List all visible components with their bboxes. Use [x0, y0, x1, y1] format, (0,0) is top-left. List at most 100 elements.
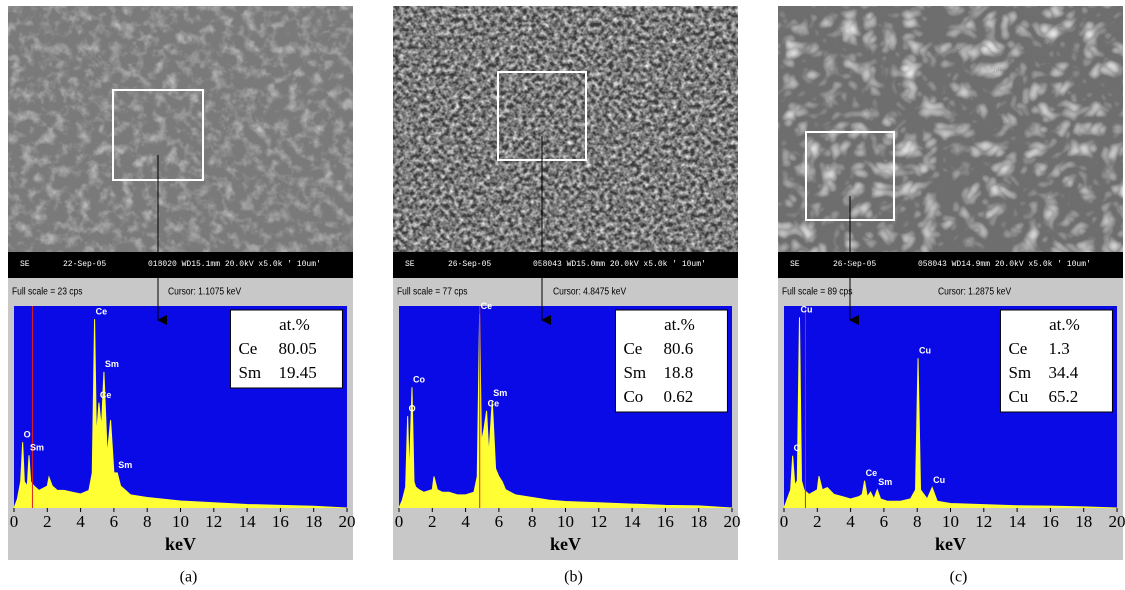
composition-header: at.% [279, 315, 310, 334]
full-scale: Full scale = 89 cps [782, 286, 853, 297]
x-tick-label: 12 [205, 512, 222, 531]
sem-info: 26-Sep-05 [833, 260, 876, 269]
x-tick-label: 0 [780, 512, 789, 531]
composition-value: 18.8 [663, 363, 693, 382]
composition-header: at.% [1049, 315, 1080, 334]
x-tick-label: 2 [428, 512, 437, 531]
composition-value: 1.3 [1048, 339, 1069, 358]
composition-value: 34.4 [1048, 363, 1078, 382]
peak-label: O [794, 443, 801, 453]
x-tick-label: 6 [880, 512, 889, 531]
x-tick-label: 10 [557, 512, 574, 531]
x-tick-label: 8 [528, 512, 537, 531]
info-bar [778, 252, 1123, 278]
caption: (a) [180, 569, 198, 586]
x-tick-label: 18 [305, 512, 322, 531]
x-tick-label: 6 [495, 512, 504, 531]
x-tick-label: 14 [239, 512, 257, 531]
x-tick-label: 6 [110, 512, 119, 531]
composition-value: 80.05 [278, 339, 316, 358]
x-tick-label: 2 [813, 512, 822, 531]
peak-label: Cu [800, 305, 812, 315]
x-tick-label: 14 [1009, 512, 1027, 531]
x-tick-label: 20 [1109, 512, 1125, 531]
composition-element: Ce [623, 339, 642, 358]
full-scale: Full scale = 77 cps [397, 286, 468, 297]
sem-info: 018020 WD15.1mm 20.0kV x5.0k ' 10um' [148, 260, 321, 269]
sem-info: SE [405, 260, 415, 269]
peak-label: Ce [866, 468, 878, 478]
x-tick-label: 8 [913, 512, 922, 531]
x-axis-label: keV [165, 534, 196, 554]
composition-value: 0.62 [663, 387, 693, 406]
x-tick-label: 4 [461, 512, 470, 531]
spectrum [783, 317, 1118, 509]
sem-info: 22-Sep-05 [63, 260, 106, 269]
composition-box [614, 309, 728, 413]
x-tick-label: 18 [690, 512, 707, 531]
caption: (b) [564, 569, 583, 586]
caption: (c) [950, 569, 968, 586]
sem-texture [393, 6, 738, 252]
peak-label: Ce [96, 307, 108, 317]
peak-label: Ce [100, 390, 112, 400]
composition-element: Co [623, 387, 643, 406]
x-tick-label: 10 [942, 512, 959, 531]
peak-label: O [24, 430, 31, 440]
peak-label: Co [413, 375, 425, 385]
info-bar [393, 252, 738, 278]
x-tick-label: 12 [975, 512, 992, 531]
x-tick-label: 20 [339, 512, 356, 531]
peak-label: Ce [488, 398, 500, 408]
sem-info: 058043 WD14.9mm 20.0kV x5.0k ' 10um' [918, 260, 1091, 269]
composition-box [999, 309, 1113, 413]
x-tick-label: 12 [590, 512, 607, 531]
info-bar [8, 252, 353, 278]
x-tick-label: 8 [143, 512, 152, 531]
composition-element: Ce [1008, 339, 1027, 358]
spectrum [13, 319, 348, 509]
x-tick-label: 16 [1042, 512, 1059, 531]
x-axis-label: keV [550, 534, 581, 554]
peak-label: Cu [919, 346, 931, 356]
spectrum [398, 313, 733, 509]
composition-element: Sm [238, 363, 261, 382]
peak-label: Sm [878, 477, 892, 487]
x-tick-label: 16 [272, 512, 289, 531]
sem-info: SE [790, 260, 800, 269]
peak-label: Ce [481, 301, 493, 311]
peak-label: O [409, 404, 416, 414]
full-scale: Full scale = 23 cps [12, 286, 83, 297]
x-tick-label: 0 [10, 512, 19, 531]
peak-label: Cu [933, 475, 945, 485]
peak-label: Sm [105, 359, 119, 369]
x-tick-label: 0 [395, 512, 404, 531]
peak-label: Sm [118, 460, 132, 470]
sem-texture [778, 6, 1123, 252]
sem-info: 26-Sep-05 [448, 260, 491, 269]
cursor-label: Cursor: 4.8475 keV [553, 286, 627, 297]
composition-value: 19.45 [278, 363, 316, 382]
cursor-label: Cursor: 1.2875 keV [938, 286, 1012, 297]
composition-box [229, 309, 343, 389]
peak-label: Sm [30, 443, 44, 453]
composition-value: 80.6 [663, 339, 693, 358]
composition-element: Ce [238, 339, 257, 358]
cursor-label: Cursor: 1.1075 keV [168, 286, 242, 297]
x-tick-label: 18 [1075, 512, 1092, 531]
sem-info: 058043 WD15.0mm 20.0kV x5.0k ' 10um' [533, 260, 706, 269]
x-axis-label: keV [935, 534, 966, 554]
composition-value: 65.2 [1048, 387, 1078, 406]
peak-label: Sm [493, 388, 507, 398]
composition-element: Sm [1008, 363, 1031, 382]
composition-element: Cu [1008, 387, 1028, 406]
x-tick-label: 10 [172, 512, 189, 531]
composition-element: Sm [623, 363, 646, 382]
x-tick-label: 20 [724, 512, 741, 531]
sem-texture [8, 6, 353, 252]
x-tick-label: 2 [43, 512, 52, 531]
sem-info: SE [20, 260, 30, 269]
x-tick-label: 4 [76, 512, 85, 531]
x-tick-label: 14 [624, 512, 642, 531]
